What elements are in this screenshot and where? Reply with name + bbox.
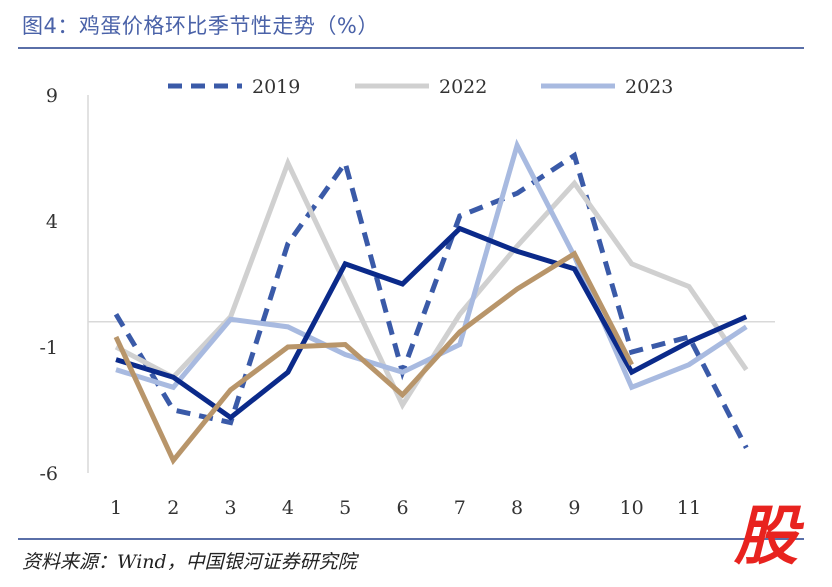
x-tick-label: 7 — [454, 497, 466, 519]
watermark-logo-glyph: 股 — [733, 500, 805, 568]
legend-label: 2019 — [252, 76, 300, 98]
x-tick-label: 4 — [282, 497, 294, 519]
x-tick-label: 5 — [339, 497, 351, 519]
legend-label: 2023 — [625, 76, 673, 98]
x-tick-label: 1 — [110, 497, 122, 519]
series-line-unlabeled-3 — [115, 225, 748, 421]
chart-title: 图4：鸡蛋价格环比季节性走势（%） — [22, 14, 379, 38]
x-tick-label: 2 — [167, 497, 179, 519]
footer-divider — [18, 538, 804, 540]
x-tick-label: 8 — [511, 497, 523, 519]
y-tick-label: 4 — [46, 211, 58, 233]
chart-legend: 2019 2022 2023 — [168, 76, 673, 98]
watermark-logo: 股 — [733, 500, 805, 568]
y-tick-label: 9 — [46, 85, 58, 107]
x-tick-label: 9 — [568, 497, 580, 519]
chart-series — [113, 138, 749, 466]
x-tick-label: 11 — [677, 497, 701, 519]
chart-axes: 9 4 -1 -6 1 2 3 4 5 6 7 8 9 10 11 — [39, 85, 775, 519]
y-tick-label: -6 — [39, 463, 58, 485]
x-tick-label: 10 — [620, 497, 644, 519]
y-tick-label: -1 — [39, 337, 58, 359]
title-divider — [18, 47, 804, 49]
series-line-2022 — [114, 156, 749, 411]
series-line-2023 — [115, 138, 748, 391]
x-tick-label: 6 — [396, 497, 408, 519]
source-note: 资料来源：Wind，中国银河证券研究院 — [22, 551, 357, 573]
series-line-2019 — [113, 151, 749, 449]
x-tick-label: 3 — [225, 497, 237, 519]
series-line-unlabeled-4 — [113, 250, 634, 466]
legend-label: 2022 — [439, 76, 487, 98]
